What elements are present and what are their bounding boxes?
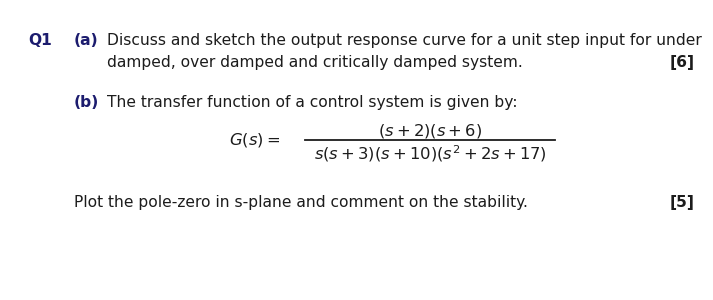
Text: The transfer function of a control system is given by:: The transfer function of a control syste… bbox=[107, 95, 518, 110]
Text: [6]: [6] bbox=[670, 55, 695, 70]
Text: (a): (a) bbox=[74, 33, 98, 48]
Text: $(s + 2)(s + 6)$: $(s + 2)(s + 6)$ bbox=[378, 122, 482, 140]
Text: Plot the pole-zero in s-plane and comment on the stability.: Plot the pole-zero in s-plane and commen… bbox=[74, 195, 528, 210]
Text: $G(s) =$: $G(s) =$ bbox=[229, 131, 280, 149]
Text: Q1: Q1 bbox=[28, 33, 52, 48]
Text: (b): (b) bbox=[74, 95, 99, 110]
Text: Discuss and sketch the output response curve for a unit step input for under: Discuss and sketch the output response c… bbox=[107, 33, 702, 48]
Text: damped, over damped and critically damped system.: damped, over damped and critically dampe… bbox=[107, 55, 523, 70]
Text: $s(s + 3)(s + 10)(s^2 + 2s + 17)$: $s(s + 3)(s + 10)(s^2 + 2s + 17)$ bbox=[314, 143, 546, 164]
Text: [5]: [5] bbox=[670, 195, 695, 210]
